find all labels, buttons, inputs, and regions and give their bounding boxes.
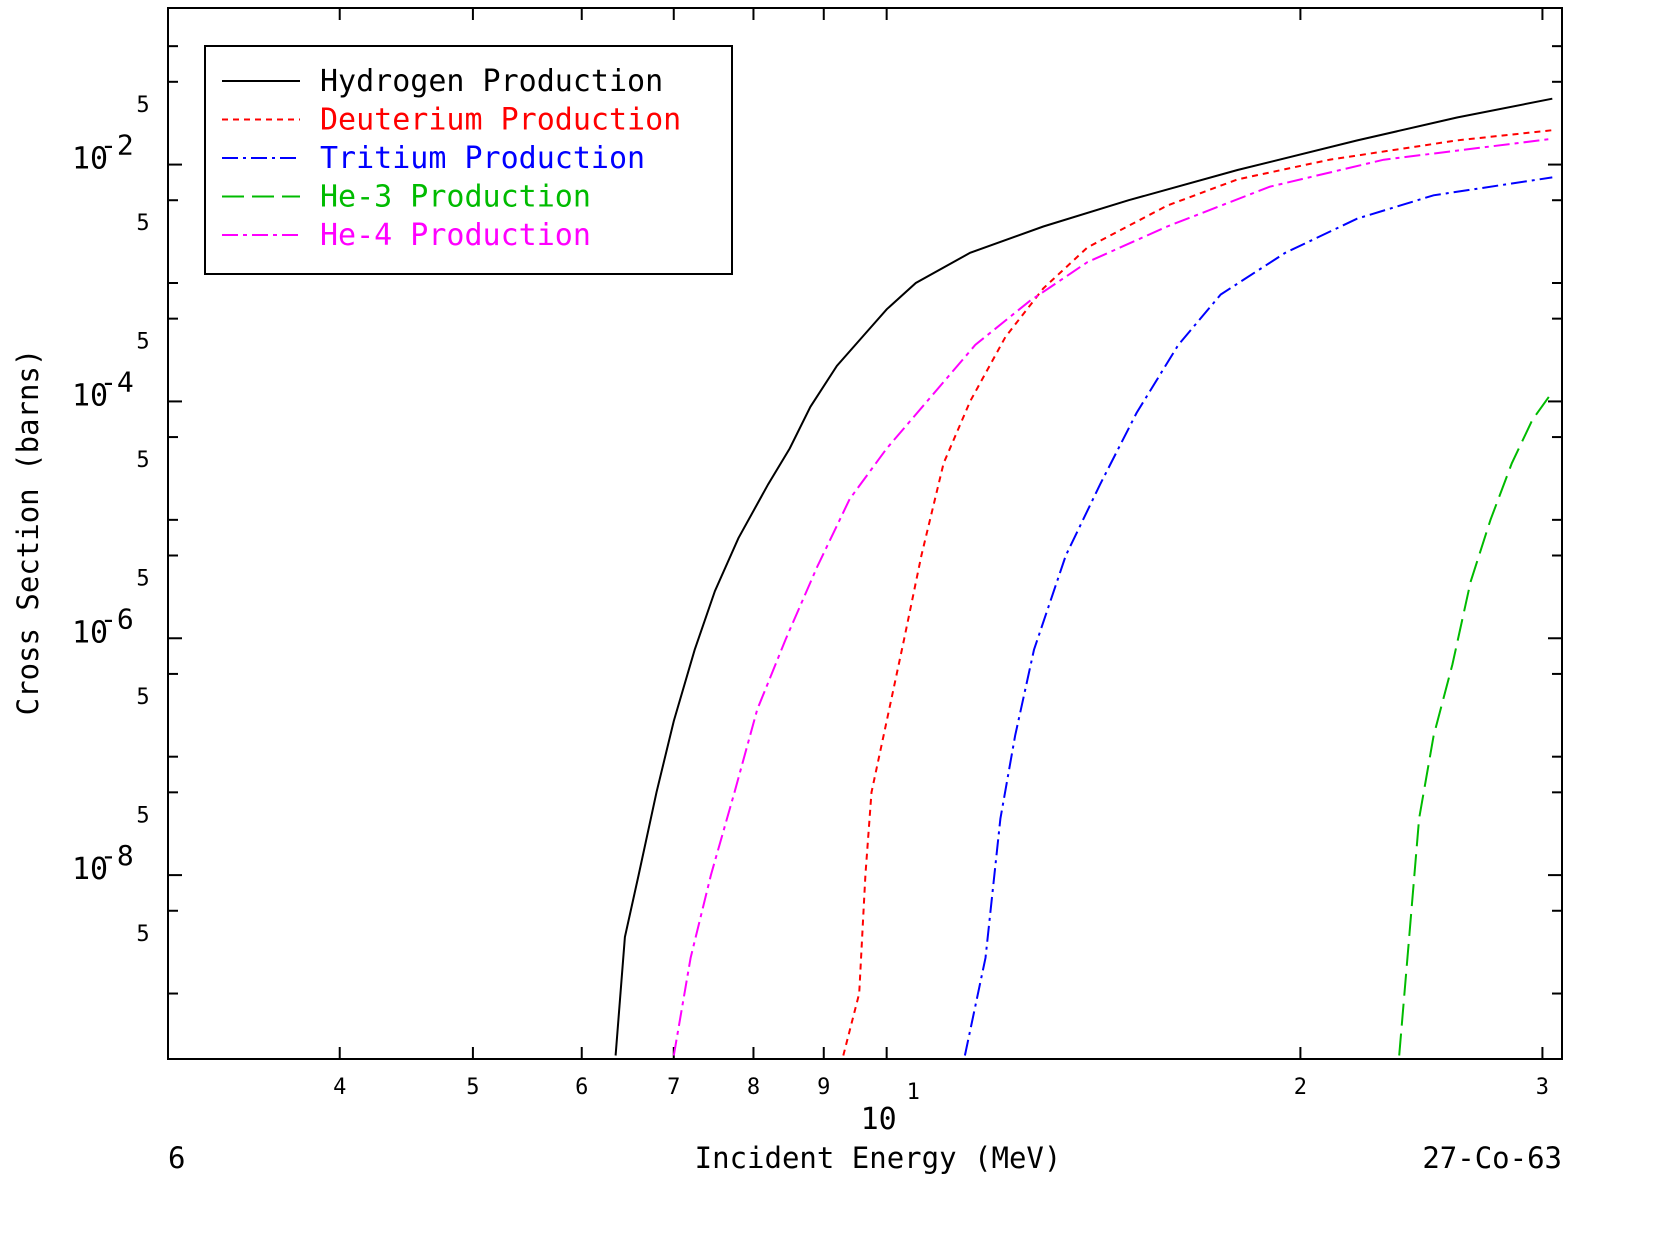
y-tick-label-five: 5 [136, 685, 149, 710]
x-tick-exponent: 1 [907, 1080, 920, 1105]
x-tick-label: 7 [667, 1075, 680, 1100]
series-line-tritium-production [963, 176, 1553, 1056]
y-tick-label-five: 5 [136, 448, 149, 473]
y-tick-label-exponent: -6 [100, 602, 134, 635]
legend-label: Tritium Production [320, 141, 645, 176]
legend-label: He-4 Production [320, 218, 591, 253]
corner-left-label: 6 [168, 1141, 185, 1175]
y-tick-label-five: 5 [136, 211, 149, 236]
y-tick-label-five: 5 [136, 803, 149, 828]
x-axis-ticks: 4 5 6 7 8 9 10 1 2 3 [333, 8, 1549, 1137]
series-line-he-3-production [1398, 391, 1554, 1056]
y-tick-label-base: 10 [72, 378, 108, 413]
y-tick-label-exponent: -4 [100, 365, 134, 398]
plot-frame [167, 7, 1563, 1060]
x-tick-label: 2 [1294, 1075, 1307, 1100]
x-tick-label: 4 [333, 1075, 346, 1100]
legend-label: Deuterium Production [320, 103, 681, 138]
y-tick-label-exponent: -2 [100, 129, 134, 162]
x-axis-label: Incident Energy (MeV) [695, 1141, 1062, 1175]
legend: Hydrogen Production Deuterium ProductionT… [204, 45, 733, 275]
y-tick-label-five: 5 [136, 566, 149, 591]
series-line-he-4-production [672, 137, 1553, 1056]
x-tick-label: 5 [466, 1075, 479, 1100]
series-line-hydrogen-production [614, 97, 1553, 1056]
x-tick-label: 6 [575, 1075, 588, 1100]
y-tick-label-five: 5 [136, 922, 149, 947]
y-tick-label-base: 10 [72, 852, 108, 887]
series-line-deuterium-production [842, 129, 1553, 1056]
y-tick-label-exponent: -8 [100, 839, 134, 872]
x-tick-label: 3 [1536, 1075, 1549, 1100]
legend-label: He-3 Production [320, 180, 591, 215]
corner-right-label: 27-Co-63 [1422, 1141, 1562, 1175]
x-tick-label: 8 [747, 1075, 760, 1100]
x-tick-label: 9 [817, 1075, 830, 1100]
legend-label: Hydrogen Production [320, 64, 663, 99]
y-tick-label-five: 5 [136, 93, 149, 118]
series-layer [614, 97, 1554, 1056]
y-tick-label-base: 10 [72, 142, 108, 177]
y-tick-label-base: 10 [72, 615, 108, 650]
y-tick-label-five: 5 [136, 330, 149, 355]
y-axis-label: Cross Section (barns) [11, 349, 45, 716]
x-tick-label: 10 [861, 1102, 897, 1137]
